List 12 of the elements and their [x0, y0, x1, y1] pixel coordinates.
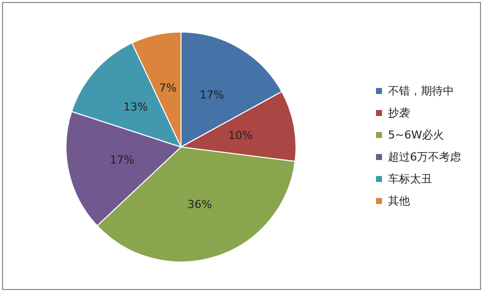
data-label: 7% — [159, 81, 177, 94]
legend-label: 5~6W必火 — [388, 128, 444, 142]
legend-label: 不错，期待中 — [388, 84, 454, 98]
data-label: 17% — [110, 154, 134, 167]
legend-label: 超过6万不考虑 — [388, 150, 461, 164]
legend-label: 其他 — [388, 194, 410, 208]
legend-label: 车标太丑 — [388, 172, 432, 186]
legend-label: 抄袭 — [388, 106, 410, 120]
data-label: 13% — [123, 100, 148, 114]
data-label: 17% — [200, 88, 224, 102]
data-label: 10% — [228, 129, 253, 142]
data-label: 36% — [187, 198, 212, 212]
